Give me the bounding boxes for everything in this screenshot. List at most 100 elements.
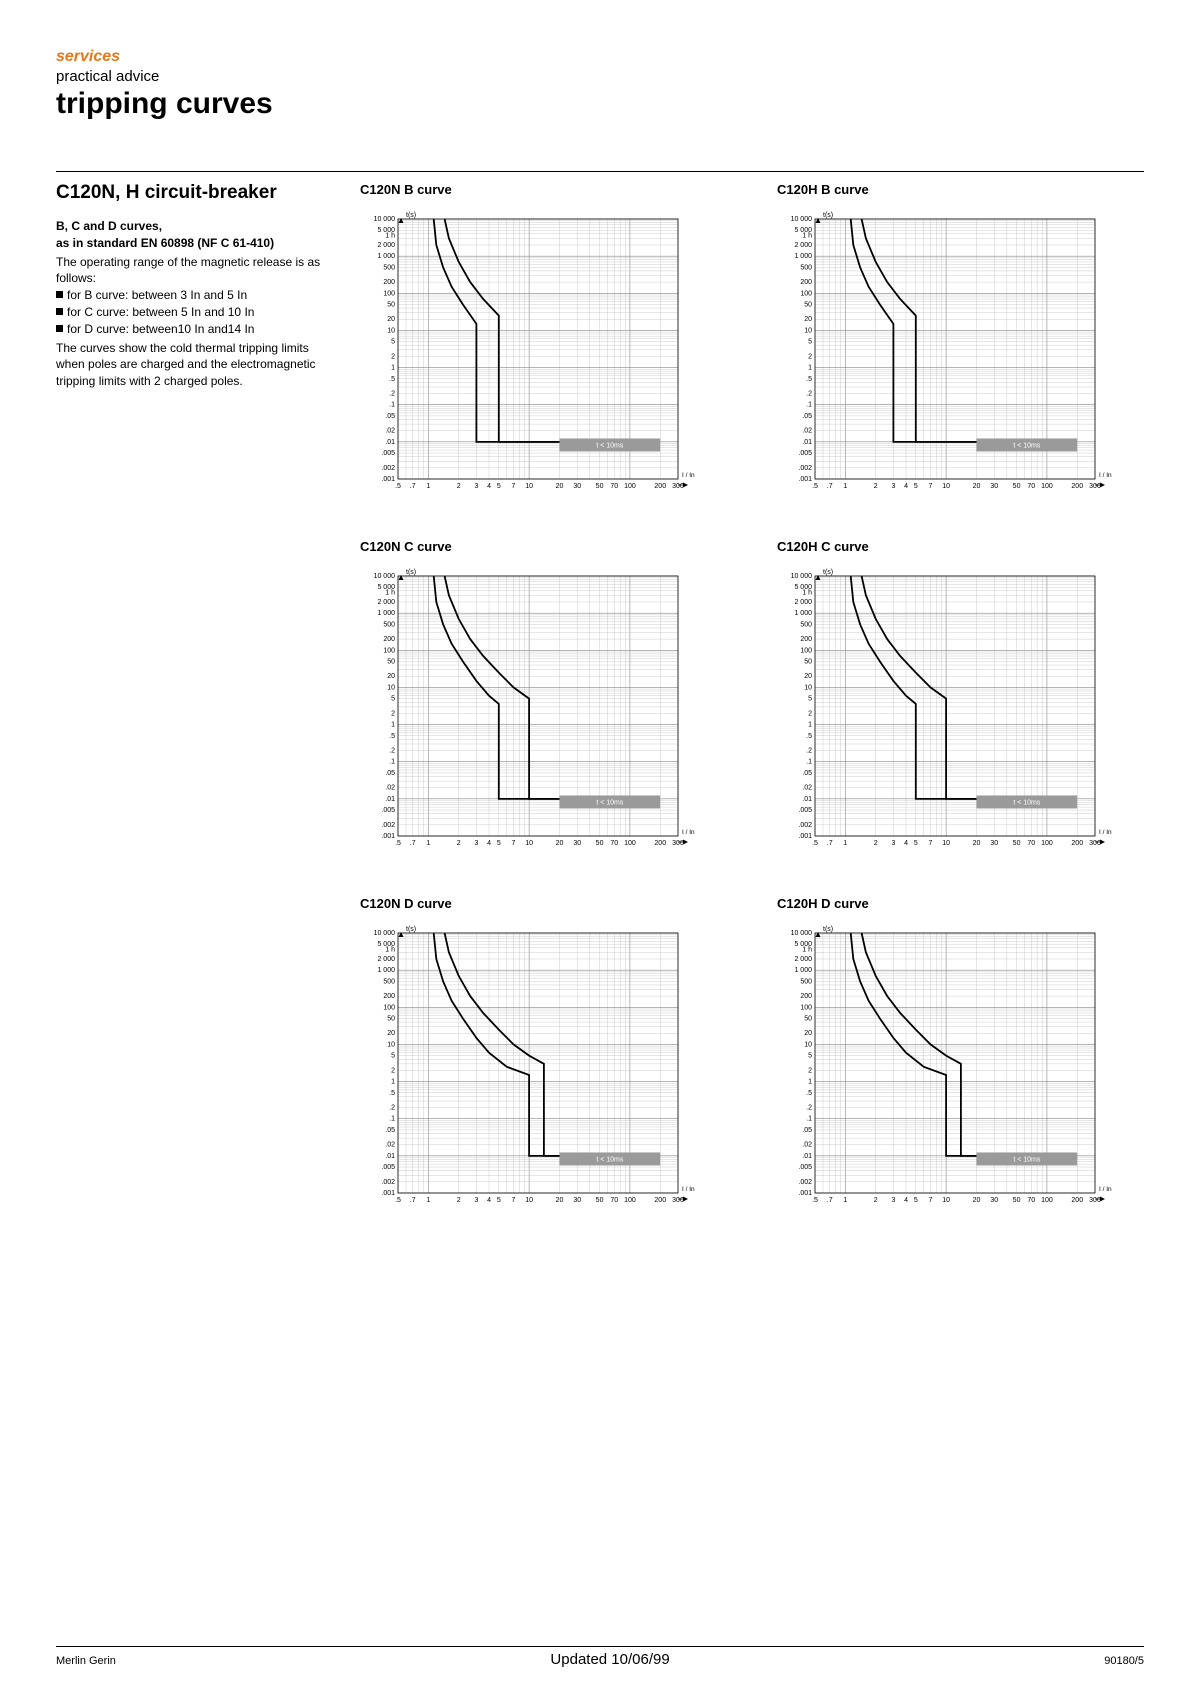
svg-text:.5: .5	[812, 840, 818, 847]
svg-text:1 000: 1 000	[377, 610, 395, 617]
svg-text:100: 100	[383, 290, 395, 297]
svg-text:10: 10	[525, 840, 533, 847]
svg-text:t(s): t(s)	[406, 212, 416, 219]
svg-text:I / In: I / In	[1099, 829, 1112, 836]
tripping-curve-chart: 10 0005 0001 h2 0001 0005002001005020105…	[777, 564, 1113, 856]
svg-text:10 000: 10 000	[791, 216, 813, 223]
svg-text:.02: .02	[802, 1142, 812, 1149]
svg-text:1: 1	[808, 722, 812, 729]
svg-text:30: 30	[990, 840, 998, 847]
svg-text:t(s): t(s)	[406, 926, 416, 933]
svg-text:.005: .005	[381, 807, 395, 814]
svg-text:t < 10ms: t < 10ms	[1013, 799, 1041, 806]
svg-text:10 000: 10 000	[374, 930, 396, 937]
svg-text:4: 4	[904, 1197, 908, 1204]
svg-text:10: 10	[387, 327, 395, 334]
svg-text:10: 10	[525, 1197, 533, 1204]
bullet-square-icon	[56, 291, 63, 298]
svg-text:70: 70	[610, 1197, 618, 1204]
svg-text:100: 100	[624, 840, 636, 847]
svg-text:I / In: I / In	[682, 1186, 695, 1193]
svg-text:4: 4	[487, 483, 491, 490]
svg-text:10 000: 10 000	[374, 573, 396, 580]
svg-text:I / In: I / In	[1099, 472, 1112, 479]
svg-text:.5: .5	[389, 1090, 395, 1097]
svg-text:1: 1	[808, 1079, 812, 1086]
svg-text:.005: .005	[381, 1164, 395, 1171]
chart-title: C120N D curve	[360, 896, 727, 911]
svg-text:t < 10ms: t < 10ms	[1013, 1156, 1041, 1163]
chart-title: C120H D curve	[777, 896, 1144, 911]
svg-text:1 h: 1 h	[802, 946, 812, 953]
svg-text:10 000: 10 000	[791, 573, 813, 580]
svg-text:70: 70	[610, 840, 618, 847]
chart-title: C120N C curve	[360, 539, 727, 554]
svg-text:t < 10ms: t < 10ms	[596, 442, 624, 449]
footer-right: 90180/5	[1104, 1655, 1144, 1667]
svg-text:.02: .02	[802, 785, 812, 792]
svg-text:.2: .2	[389, 391, 395, 398]
svg-text:200: 200	[654, 1197, 666, 1204]
svg-text:3: 3	[891, 483, 895, 490]
svg-text:t < 10ms: t < 10ms	[596, 799, 624, 806]
footer-center: Updated 10/06/99	[550, 1651, 669, 1668]
svg-text:.002: .002	[798, 465, 812, 472]
svg-text:2: 2	[874, 1197, 878, 1204]
footer: Merlin Gerin Updated 10/06/99 90180/5	[56, 1646, 1144, 1668]
svg-text:1: 1	[808, 365, 812, 372]
svg-text:.001: .001	[381, 833, 395, 840]
svg-text:1: 1	[426, 483, 430, 490]
svg-text:100: 100	[800, 1004, 812, 1011]
svg-text:.7: .7	[827, 840, 833, 847]
svg-text:.002: .002	[798, 822, 812, 829]
svg-text:200: 200	[383, 993, 395, 1000]
svg-text:300: 300	[672, 1197, 684, 1204]
svg-text:2 000: 2 000	[794, 242, 812, 249]
chart-title: C120N B curve	[360, 182, 727, 197]
svg-text:7: 7	[512, 840, 516, 847]
svg-text:10: 10	[942, 483, 950, 490]
svg-text:2: 2	[457, 840, 461, 847]
svg-text:.5: .5	[806, 376, 812, 383]
footer-divider	[56, 1646, 1144, 1647]
svg-text:t < 10ms: t < 10ms	[1013, 442, 1041, 449]
svg-text:.2: .2	[806, 1105, 812, 1112]
svg-text:.7: .7	[410, 840, 416, 847]
svg-text:.02: .02	[385, 1142, 395, 1149]
svg-text:50: 50	[596, 483, 604, 490]
svg-text:4: 4	[904, 840, 908, 847]
bullet-square-icon	[56, 308, 63, 315]
description-top: The operating range of the magnetic rele…	[56, 254, 336, 288]
bullet-item: for B curve: between 3 In and 5 In	[56, 287, 336, 304]
svg-text:.05: .05	[385, 1127, 395, 1134]
svg-text:t(s): t(s)	[823, 212, 833, 219]
chart-block: C120N D curve10 0005 0001 h2 0001 000500…	[360, 896, 727, 1213]
svg-text:20: 20	[804, 673, 812, 680]
svg-text:30: 30	[990, 1197, 998, 1204]
svg-text:.002: .002	[381, 1179, 395, 1186]
svg-text:100: 100	[624, 1197, 636, 1204]
svg-text:10 000: 10 000	[374, 216, 396, 223]
bullet-list: for B curve: between 3 In and 5 Infor C …	[56, 287, 336, 337]
svg-text:7: 7	[929, 1197, 933, 1204]
svg-text:.1: .1	[389, 402, 395, 409]
svg-text:7: 7	[512, 483, 516, 490]
svg-text:1: 1	[426, 840, 430, 847]
curves-spec-line2: as in standard EN 60898 (NF C 61-410)	[56, 235, 336, 252]
svg-text:.001: .001	[381, 1190, 395, 1197]
svg-text:.001: .001	[798, 1190, 812, 1197]
tripping-curve-chart: 10 0005 0001 h2 0001 0005002001005020105…	[360, 207, 696, 499]
svg-text:2: 2	[808, 1067, 812, 1074]
svg-text:1 000: 1 000	[377, 253, 395, 260]
tripping-curve-chart: 10 0005 0001 h2 0001 0005002001005020105…	[777, 921, 1113, 1213]
chart-block: C120H D curve10 0005 0001 h2 0001 000500…	[777, 896, 1144, 1213]
svg-text:2: 2	[457, 483, 461, 490]
svg-text:70: 70	[1027, 840, 1035, 847]
svg-text:.7: .7	[410, 483, 416, 490]
svg-text:30: 30	[573, 483, 581, 490]
svg-text:100: 100	[1041, 840, 1053, 847]
svg-text:.7: .7	[410, 1197, 416, 1204]
svg-text:I / In: I / In	[682, 829, 695, 836]
svg-text:50: 50	[804, 301, 812, 308]
bullet-item: for C curve: between 5 In and 10 In	[56, 304, 336, 321]
